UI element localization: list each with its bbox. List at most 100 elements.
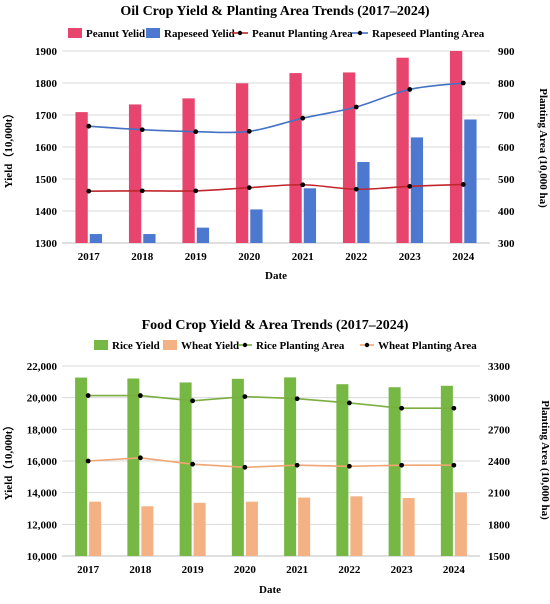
bar-primary (284, 377, 297, 556)
y2-axis-label: Planting Area (10,000 ha) (539, 400, 550, 520)
x-tick-label: 2022 (345, 251, 368, 263)
data-point (399, 462, 405, 468)
y-tick-label: 18,000 (27, 424, 58, 436)
y2-tick-label: 900 (498, 46, 515, 58)
y2-tick-label: 1500 (488, 551, 511, 563)
x-tick-label: 2023 (391, 564, 414, 576)
y2-tick-label: 600 (498, 142, 515, 154)
data-point (139, 188, 145, 194)
x-tick-label: 2020 (238, 251, 261, 263)
y-tick-label: 16,000 (27, 456, 58, 468)
y-tick-label: 1700 (35, 110, 58, 122)
data-point (242, 464, 248, 470)
plot-area: 10,000 12,000 14,000 16,000 18,000 20,000 22,0… (27, 361, 511, 576)
y2-tick-label: 300 (498, 238, 515, 250)
data-point (460, 182, 466, 187)
legend-swatch (68, 28, 82, 38)
y-tick-label: 12,000 (27, 519, 58, 531)
y2-tick-label: 3000 (488, 393, 511, 405)
data-point (137, 393, 143, 398)
y2-axis-label: Planting Area (10,000 ha) (537, 88, 549, 208)
legend-item: Rice Planting Area (238, 340, 345, 352)
bar-secondary (410, 137, 424, 243)
x-tick-label: 2017 (77, 564, 100, 576)
data-point (294, 462, 300, 468)
data-point (246, 185, 252, 191)
x-tick-label: 2024 (452, 251, 475, 263)
bar-secondary (402, 498, 415, 556)
bar-secondary (89, 501, 102, 556)
y-tick-label: 20,000 (27, 393, 58, 405)
food-crop-chart: Food Crop Yield & Area Trends (2017–2024… (2, 318, 550, 596)
legend-label: Rice Planting Area (256, 340, 345, 352)
bar-primary (440, 385, 453, 556)
data-point (246, 128, 252, 134)
y-tick-label: 1600 (35, 142, 58, 154)
data-point (193, 129, 199, 135)
chart-title: Food Crop Yield & Area Trends (2017–2024… (142, 318, 409, 333)
y2-tick-label: 1800 (488, 519, 511, 531)
y2-tick-label: 2700 (488, 424, 511, 436)
y2-tick-label: 3300 (488, 361, 511, 373)
x-tick-label: 2022 (338, 564, 361, 576)
x-tick-label: 2021 (292, 251, 314, 263)
legend-swatch (163, 340, 177, 350)
legend-swatch (94, 340, 108, 350)
data-point (190, 398, 196, 404)
legend-label: Rapeseed Planting Area (372, 28, 485, 40)
data-point (460, 80, 466, 86)
bar-primary (179, 382, 192, 556)
bar-primary (396, 57, 409, 243)
y2-tick-label: 700 (498, 110, 515, 122)
y2-tick-label: 500 (498, 174, 515, 186)
bar-secondary (193, 502, 206, 556)
chart-legend: Rice Yield Wheat Yield Rice Planting Area W… (94, 340, 477, 352)
legend-label: Wheat Yield (181, 340, 239, 352)
plot-area: 1300 1400 1500 1600 1700 1800 1900 300 400 500 600… (35, 46, 515, 263)
bar-secondary (89, 234, 103, 243)
data-point (193, 188, 199, 194)
bar-secondary (141, 506, 154, 556)
bar-primary (127, 378, 140, 556)
series-line (88, 82, 464, 134)
legend-item: Rapeseed Planting Area (352, 28, 485, 40)
y-tick-label: 22,000 (27, 361, 58, 373)
bar-primary (128, 104, 142, 243)
data-point (86, 123, 92, 129)
bar-primary (388, 387, 401, 556)
data-point (242, 394, 248, 400)
x-tick-label: 2017 (78, 251, 101, 263)
data-point (353, 186, 359, 192)
series-line (88, 394, 454, 410)
chart-title: Oil Crop Yield & Planting Area Trends (2… (120, 4, 430, 19)
x-tick-label: 2019 (182, 564, 205, 576)
bar-primary (182, 98, 195, 243)
data-point (85, 393, 91, 398)
legend-label: Peanut Yelid (86, 28, 145, 40)
y-axis-label: Yield（10,000t） (2, 420, 15, 501)
y-tick-label: 10,000 (27, 551, 58, 563)
legend-marker (364, 342, 370, 348)
x-tick-label: 2018 (129, 564, 152, 576)
data-point (86, 188, 92, 194)
series-line (88, 183, 464, 192)
y-tick-label: 1400 (35, 206, 58, 218)
data-point (399, 405, 405, 411)
legend-marker (237, 30, 243, 36)
chart-legend: Peanut Yelid Rapeseed Yelid Peanut Plantin… (68, 28, 485, 40)
data-point (346, 463, 352, 469)
legend-marker (242, 342, 248, 348)
y-tick-label: 1300 (35, 238, 58, 250)
bar-secondary (464, 119, 477, 243)
y-tick-label: 14,000 (27, 488, 58, 500)
bar-secondary (250, 209, 263, 243)
x-tick-label: 2024 (443, 564, 466, 576)
legend-marker (357, 30, 363, 36)
bar-secondary (454, 492, 467, 556)
legend-swatch (146, 28, 160, 38)
data-point (451, 405, 457, 411)
data-point (85, 458, 91, 464)
legend-label: Rice Yield (112, 340, 160, 352)
legend-item: Rice Yield (94, 340, 160, 352)
